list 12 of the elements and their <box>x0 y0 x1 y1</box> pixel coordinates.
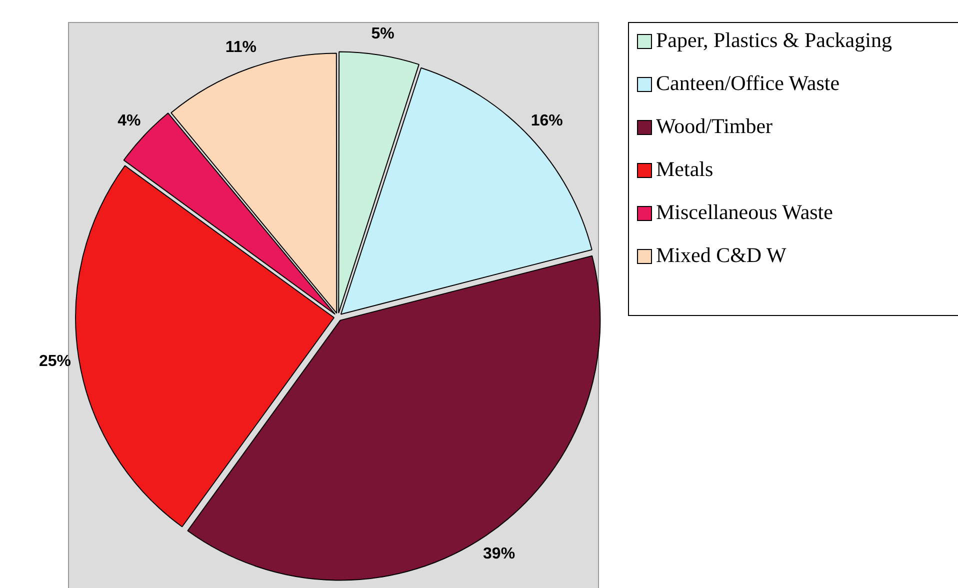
data-label: 5% <box>371 25 394 42</box>
legend-label: Paper, Plastics & Packaging <box>656 28 892 52</box>
data-label: 4% <box>118 112 141 130</box>
data-label: 11% <box>225 38 257 56</box>
data-label: 25% <box>39 353 72 370</box>
legend-label: Metals <box>656 157 714 181</box>
legend-label: Mixed C&D W <box>656 243 786 267</box>
legend-label: Wood/Timber <box>656 114 773 138</box>
data-label: 16% <box>530 112 563 130</box>
data-label: 39% <box>483 545 516 562</box>
legend-label: Miscellaneous Waste <box>656 200 833 224</box>
legend-label: Canteen/Office Waste <box>656 71 840 95</box>
